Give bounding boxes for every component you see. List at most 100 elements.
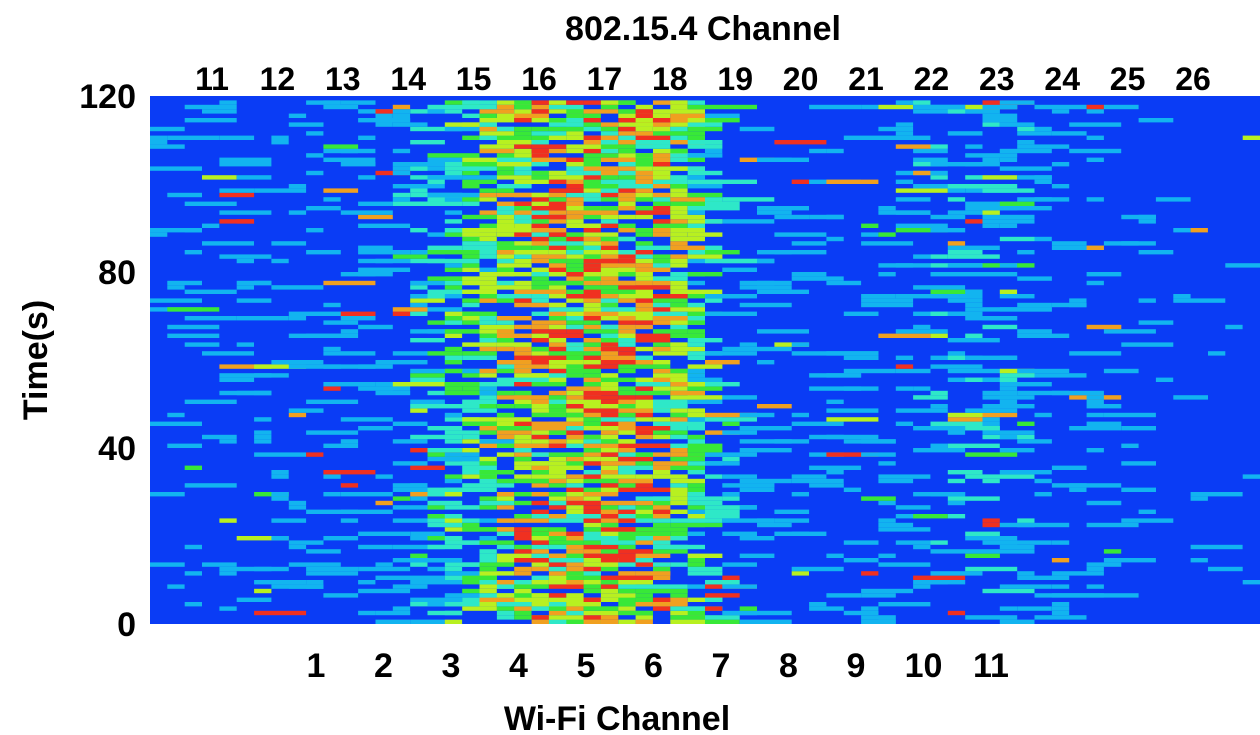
heatmap-cell (496, 434, 515, 440)
heatmap-cell (600, 280, 636, 286)
heatmap-cell (722, 346, 757, 352)
heatmap-cell (722, 562, 757, 567)
bottom-tick-label: 11 (973, 647, 1009, 685)
heatmap-cell (254, 452, 307, 457)
heatmap-cell (444, 210, 463, 215)
heatmap-cell (1086, 412, 1104, 418)
heatmap-cell (618, 214, 636, 220)
heatmap-cell (791, 478, 844, 484)
heatmap-cell (479, 571, 515, 576)
heatmap-cell (514, 298, 549, 303)
heatmap-cell (826, 470, 844, 475)
heatmap-cell (410, 434, 463, 440)
heatmap-cell (531, 232, 549, 237)
heatmap-cell (600, 184, 636, 189)
heatmap-cell (618, 584, 653, 589)
heatmap-cell (999, 263, 1018, 268)
heatmap-cell (687, 192, 723, 198)
heatmap-cell (618, 558, 636, 563)
heatmap-cell (358, 588, 411, 594)
heatmap-cell (531, 324, 549, 330)
heatmap-cell (999, 606, 1018, 611)
heatmap-cell (548, 597, 584, 602)
heatmap-cell (635, 206, 671, 211)
heatmap-cell (462, 351, 497, 356)
heatmap-cell (167, 333, 220, 338)
heatmap-cell (1051, 465, 1087, 470)
heatmap-cell (583, 258, 619, 264)
heatmap-cell (861, 298, 914, 303)
heatmap-cell (705, 505, 757, 510)
heatmap-cell (722, 531, 757, 536)
heatmap-cell (548, 496, 567, 501)
heatmap-cell (1190, 558, 1208, 563)
heatmap-cell (427, 404, 480, 409)
heatmap-cell (219, 162, 272, 167)
heatmap-cell (531, 549, 549, 554)
heatmap-cell (479, 439, 515, 444)
heatmap-cell (618, 346, 636, 352)
heatmap-cell (635, 258, 653, 264)
heatmap-cell (1017, 333, 1035, 338)
heatmap-cell (1103, 549, 1122, 554)
heatmap-cell (809, 602, 827, 607)
heatmap-cell (410, 483, 428, 488)
heatmap-cell (358, 135, 376, 140)
heatmap-cell (548, 109, 584, 114)
heatmap-cell (410, 597, 428, 602)
heatmap-cell (496, 404, 515, 409)
heatmap-cell (999, 122, 1035, 127)
heatmap-cell (878, 518, 896, 523)
heatmap-cell (548, 580, 584, 585)
heatmap-cell (947, 377, 983, 382)
heatmap-cell (184, 544, 202, 550)
heatmap-cell (427, 456, 480, 462)
heatmap-cell (635, 122, 671, 127)
heatmap-cell (999, 294, 1035, 299)
bottom-tick-label: 2 (374, 647, 393, 685)
heatmap-cell (479, 329, 515, 334)
heatmap-cell (548, 584, 584, 589)
heatmap-cell (358, 258, 393, 264)
heatmap-cell (548, 465, 584, 470)
heatmap-cell (635, 192, 653, 198)
top-tick-label: 11 (195, 61, 229, 97)
heatmap-cell (514, 452, 549, 457)
heatmap-cell (306, 131, 324, 136)
heatmap-cell (670, 522, 705, 528)
heatmap-cell (670, 483, 688, 488)
heatmap-cell (323, 157, 376, 162)
heatmap-cell (774, 140, 827, 145)
heatmap-cell (635, 443, 671, 448)
heatmap-cell (878, 478, 914, 484)
heatmap-cell (496, 492, 515, 497)
heatmap-cell (444, 122, 480, 127)
heatmap-cell (843, 610, 879, 616)
heatmap-cell (618, 575, 653, 580)
heatmap-cell (514, 153, 549, 158)
heatmap-cell (913, 448, 966, 453)
heatmap-cell (670, 610, 705, 616)
heatmap-cell (479, 104, 497, 110)
heatmap-cell (982, 518, 1000, 523)
heatmap-cell (670, 408, 688, 413)
heatmap-cell (514, 109, 532, 114)
heatmap-cell (999, 540, 1052, 545)
heatmap-cell (999, 544, 1035, 550)
top-tick-label: 16 (521, 61, 557, 97)
heatmap-cell (236, 175, 272, 180)
heatmap-cell (583, 597, 601, 602)
heatmap-cell (635, 597, 653, 602)
heatmap-cell (930, 254, 948, 259)
heatmap-cell (947, 245, 1000, 250)
heatmap-cell (635, 245, 671, 250)
heatmap-cell (1086, 157, 1104, 162)
heatmap-cell (583, 610, 619, 616)
heatmap-cell (531, 153, 549, 158)
heatmap-cell (566, 320, 584, 325)
heatmap-cell (514, 399, 532, 404)
heatmap-cell (479, 461, 497, 466)
heatmap-cell (1103, 329, 1156, 334)
heatmap-cell (687, 364, 723, 369)
